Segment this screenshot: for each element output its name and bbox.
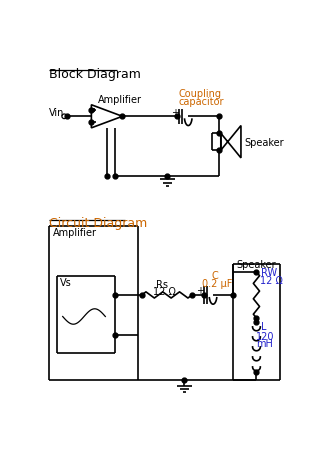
Text: 120: 120 [256, 331, 275, 341]
Text: RW: RW [261, 268, 277, 277]
Text: Speaker: Speaker [244, 138, 284, 148]
Text: 0.2 μF: 0.2 μF [202, 278, 233, 288]
Text: +: + [171, 108, 179, 118]
Text: Amplifier: Amplifier [97, 95, 142, 105]
Text: Block Diagram: Block Diagram [49, 68, 141, 81]
Text: 12 Ω: 12 Ω [153, 287, 175, 297]
Text: +: + [196, 285, 204, 295]
Text: Rs: Rs [156, 279, 168, 289]
Text: Circuit Diagram: Circuit Diagram [49, 217, 147, 230]
Text: Coupling: Coupling [179, 89, 222, 99]
Text: C: C [212, 270, 218, 280]
Text: L: L [261, 321, 267, 331]
Text: mH: mH [256, 339, 273, 349]
Text: 12 Ω: 12 Ω [259, 275, 282, 285]
Text: Amplifier: Amplifier [52, 228, 97, 238]
Text: Vin: Vin [49, 108, 64, 118]
Text: capacitor: capacitor [179, 97, 224, 107]
Text: Vs: Vs [60, 277, 72, 287]
Text: Speaker: Speaker [236, 259, 276, 269]
